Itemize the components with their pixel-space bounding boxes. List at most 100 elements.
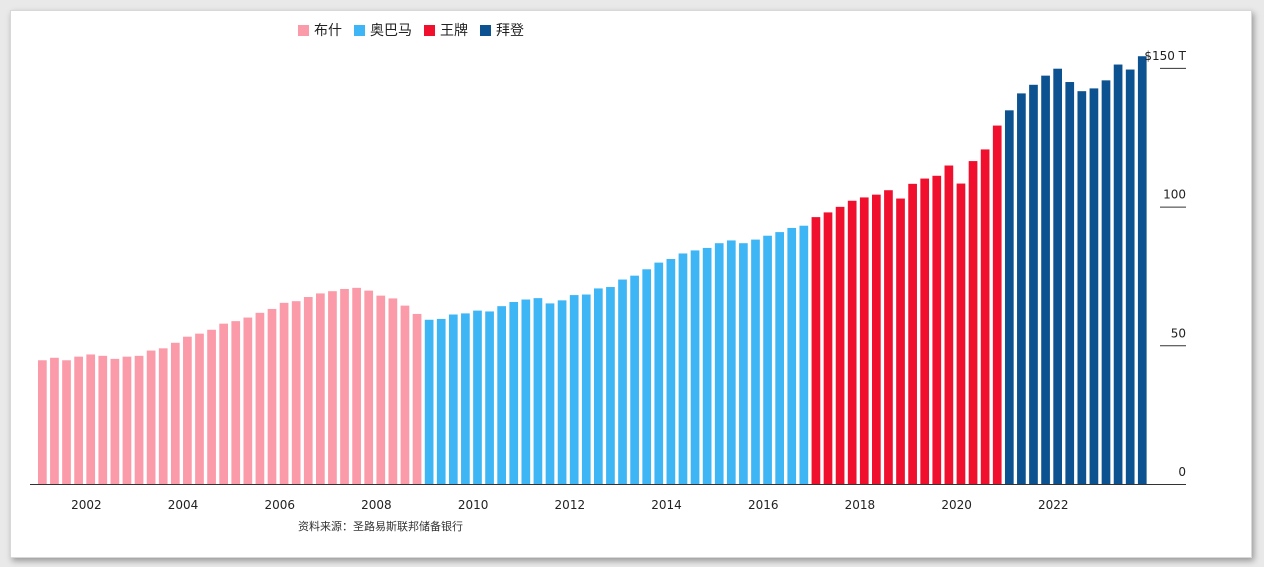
bar-布什-22: [303, 297, 313, 484]
bar-王牌-72: [908, 183, 917, 484]
legend-label: 拜登: [496, 23, 524, 39]
x-tick-label: 2014: [651, 498, 682, 512]
bar-布什-8: [134, 355, 144, 484]
bar-布什-30: [400, 305, 410, 484]
bar-奥巴马-61: [775, 232, 784, 484]
x-tick-label: 2002: [71, 498, 102, 512]
x-tick-label: 2016: [748, 498, 779, 512]
x-tick-label: 2010: [458, 498, 489, 512]
bar-拜登-88: [1101, 80, 1111, 484]
legend-item-biden: 拜登: [480, 20, 524, 40]
bar-王牌-71: [896, 198, 905, 485]
bar-布什-7: [122, 356, 132, 484]
bar-拜登-84: [1053, 68, 1062, 484]
x-tick-labels: 2002 2004 2006 2008 2010 2012 2014 2016 2018 2020…: [71, 498, 1068, 512]
x-tick-label: 2004: [168, 498, 199, 512]
bar-奥巴马-39: [509, 302, 519, 484]
bar-布什-20: [279, 302, 289, 484]
bar-奥巴马-54: [690, 250, 700, 484]
legend-swatch: [480, 24, 491, 36]
bar-布什-3: [74, 356, 83, 484]
bar-奥巴马-33: [436, 318, 446, 484]
bar-布什-17: [243, 317, 253, 484]
legend-item-bush: 布什: [298, 20, 342, 40]
bar-布什-21: [291, 301, 301, 484]
y-tick-labels: 0 50 100 $150 T: [1144, 49, 1186, 479]
bar-奥巴马-32: [424, 319, 434, 484]
bar-王牌-65: [823, 212, 833, 484]
x-tick-label: 2006: [264, 498, 295, 512]
bar-拜登-83: [1041, 75, 1050, 484]
bar-奥巴马-46: [594, 288, 603, 484]
legend: 布什 奥巴马 王牌 拜登: [298, 20, 524, 40]
bar-奥巴马-36: [473, 310, 482, 484]
bar-拜登-85: [1065, 82, 1075, 485]
legend-item-obama: 奥巴马: [354, 20, 412, 40]
bar-布什-12: [183, 336, 192, 484]
x-tick-label: 2020: [941, 498, 972, 512]
bar-奥巴马-38: [497, 306, 506, 484]
bar-奥巴马-37: [485, 311, 494, 484]
x-tick-label: 2018: [845, 498, 876, 512]
y-tick-label: $150 T: [1144, 49, 1186, 63]
bar-奥巴马-42: [545, 303, 555, 484]
legend-swatch: [354, 24, 365, 36]
bar-王牌-75: [944, 165, 954, 484]
source-note: 资料来源：圣路易斯联邦储备银行: [298, 520, 463, 533]
bars: [38, 56, 1147, 485]
bar-布什-15: [219, 323, 228, 484]
bar-布什-9: [146, 350, 156, 484]
bar-拜登-86: [1077, 91, 1087, 485]
bar-奥巴马-48: [618, 279, 627, 484]
bar-奥巴马-34: [448, 314, 458, 484]
y-tick-label: 0: [1178, 465, 1186, 479]
bar-奥巴马-47: [606, 287, 615, 484]
bar-奥巴马-35: [461, 313, 470, 484]
bar-奥巴马-40: [521, 299, 531, 484]
bar-布什-10: [158, 348, 168, 484]
bar-奥巴马-63: [799, 225, 809, 484]
bar-布什-28: [376, 295, 386, 484]
bar-王牌-64: [811, 217, 821, 484]
bar-奥巴马-62: [787, 227, 797, 484]
x-tick-label: 2008: [361, 498, 392, 512]
x-tick-label: 2022: [1038, 498, 1069, 512]
legend-label: 奥巴马: [370, 23, 412, 39]
bar-王牌-67: [847, 200, 857, 484]
bar-王牌-68: [859, 197, 869, 484]
bar-拜登-80: [1004, 110, 1014, 484]
bar-布什-24: [328, 291, 337, 484]
bar-奥巴马-53: [678, 253, 688, 484]
legend-swatch: [424, 24, 435, 36]
y-tick-label: 50: [1171, 326, 1186, 340]
bar-奥巴马-41: [533, 298, 543, 484]
bar-王牌-70: [884, 190, 893, 484]
bar-王牌-79: [992, 125, 1002, 484]
bar-布什-0: [38, 360, 47, 484]
bar-奥巴马-59: [751, 239, 760, 484]
bar-布什-18: [255, 312, 265, 484]
bar-奥巴马-55: [702, 247, 712, 484]
bar-布什-1: [50, 357, 59, 484]
bar-布什-2: [62, 360, 71, 484]
bar-奥巴马-51: [654, 262, 664, 484]
bar-奥巴马-44: [569, 295, 579, 484]
bar-奥巴马-60: [763, 235, 772, 484]
bar-拜登-89: [1113, 64, 1123, 484]
bar-布什-11: [170, 342, 180, 484]
bar-布什-14: [207, 329, 216, 484]
bar-布什-27: [364, 290, 374, 484]
bar-布什-6: [110, 358, 120, 484]
bar-拜登-81: [1017, 93, 1026, 484]
bar-奥巴马-45: [581, 294, 591, 484]
bar-布什-26: [352, 287, 361, 484]
bar-布什-31: [412, 313, 422, 484]
bar-拜登-91: [1137, 56, 1147, 484]
bar-奥巴马-57: [726, 240, 736, 484]
bar-王牌-73: [920, 178, 930, 484]
legend-swatch: [298, 24, 309, 36]
bar-奥巴马-56: [714, 243, 724, 484]
y-gridlines: [1160, 67, 1186, 347]
legend-label: 布什: [314, 23, 342, 39]
